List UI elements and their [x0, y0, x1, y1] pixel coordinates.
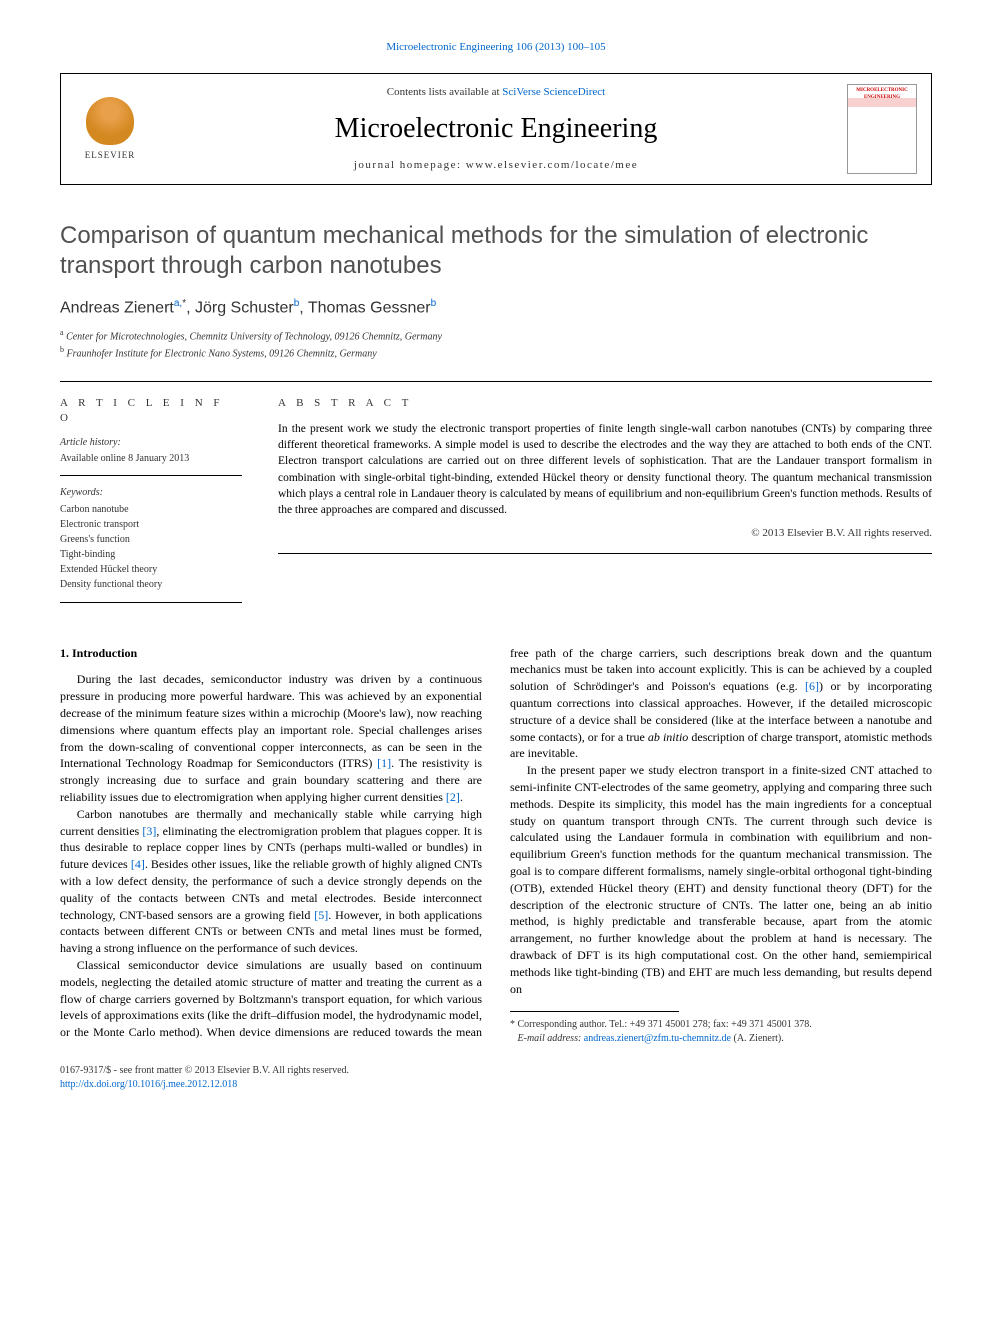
author-sep-2: ,: [299, 299, 308, 316]
article-info-column: A R T I C L E I N F O Article history: A…: [60, 382, 260, 616]
section-1-heading: 1. Introduction: [60, 645, 482, 662]
journal-header-box: ELSEVIER Contents lists available at Sci…: [60, 73, 932, 185]
elsevier-tree-icon: [86, 97, 134, 145]
corr-email-line: E-mail address: andreas.zienert@zfm.tu-c…: [510, 1032, 932, 1046]
ref-link-3[interactable]: [3]: [142, 824, 156, 838]
ref-link-5[interactable]: [5]: [314, 908, 328, 922]
body-para-1: During the last decades, semiconductor i…: [60, 671, 482, 805]
author-1-affil-mark[interactable]: a,: [174, 298, 182, 309]
keyword-1: Electronic transport: [60, 517, 242, 532]
author-1-name: Andreas Zienert: [60, 299, 174, 316]
body-two-column: 1. Introduction During the last decades,…: [60, 645, 932, 1047]
author-3-affil-mark[interactable]: b: [431, 298, 437, 309]
author-sep-1: ,: [186, 299, 195, 316]
keyword-2: Greens's function: [60, 532, 242, 547]
affiliation-a: a Center for Microtechnologies, Chemnitz…: [60, 327, 932, 344]
cover-thumb-title: MICROELECTRONIC ENGINEERING: [851, 88, 913, 102]
corr-email-link[interactable]: andreas.zienert@zfm.tu-chemnitz.de: [584, 1033, 731, 1044]
ref-link-6[interactable]: [6]: [805, 679, 819, 693]
p1c: .: [460, 790, 463, 804]
article-title: Comparison of quantum mechanical methods…: [60, 221, 932, 281]
elsevier-label: ELSEVIER: [85, 149, 136, 161]
abstract-body: In the present work we study the electro…: [278, 423, 932, 515]
contents-lists-line: Contents lists available at SciVerse Sci…: [145, 85, 847, 100]
authors-line: Andreas Zienerta,*, Jörg Schusterb, Thom…: [60, 297, 932, 319]
body-para-4: In the present paper we study electron t…: [510, 762, 932, 997]
issn-line: 0167-9317/$ - see front matter © 2013 El…: [60, 1064, 932, 1078]
affiliation-b-text: Fraunhofer Institute for Electronic Nano…: [67, 348, 377, 359]
author-3-name: Thomas Gessner: [308, 299, 431, 316]
keywords-list: Carbon nanotube Electronic transport Gre…: [60, 502, 242, 603]
journal-cover-thumb: MICROELECTRONIC ENGINEERING: [847, 84, 917, 174]
email-suffix: (A. Zienert).: [731, 1033, 784, 1044]
affiliations: a Center for Microtechnologies, Chemnitz…: [60, 327, 932, 362]
body-para-2: Carbon nanotubes are thermally and mecha…: [60, 806, 482, 957]
corresponding-author-footnote: * Corresponding author. Tel.: +49 371 45…: [510, 1018, 932, 1046]
footnote-separator: [510, 1011, 679, 1012]
ref-link-2[interactable]: [2]: [446, 790, 460, 804]
elsevier-logo: ELSEVIER: [75, 90, 145, 168]
article-info-heading: A R T I C L E I N F O: [60, 396, 242, 426]
ref-link-1[interactable]: [1]: [377, 756, 391, 770]
homepage-url[interactable]: www.elsevier.com/locate/mee: [466, 159, 638, 171]
abstract-column: A B S T R A C T In the present work we s…: [260, 382, 932, 616]
sciencedirect-link[interactable]: SciVerse ScienceDirect: [502, 86, 605, 98]
info-abstract-row: A R T I C L E I N F O Article history: A…: [60, 381, 932, 616]
abstract-heading: A B S T R A C T: [278, 396, 932, 411]
keywords-label: Keywords:: [60, 486, 242, 500]
contents-prefix: Contents lists available at: [387, 86, 502, 98]
journal-name: Microelectronic Engineering: [145, 110, 847, 148]
keyword-4: Extended Hückel theory: [60, 562, 242, 577]
journal-homepage: journal homepage: www.elsevier.com/locat…: [145, 158, 847, 173]
page-footer: 0167-9317/$ - see front matter © 2013 El…: [60, 1064, 932, 1092]
ref-link-4[interactable]: [4]: [131, 857, 145, 871]
author-2-name: Jörg Schuster: [195, 299, 294, 316]
affiliation-a-text: Center for Microtechnologies, Chemnitz U…: [66, 331, 442, 342]
header-center: Contents lists available at SciVerse Sci…: [145, 85, 847, 172]
keyword-0: Carbon nanotube: [60, 502, 242, 517]
article-history-text: Available online 8 January 2013: [60, 452, 242, 477]
keyword-5: Density functional theory: [60, 577, 242, 592]
abstract-copyright: © 2013 Elsevier B.V. All rights reserved…: [278, 526, 932, 541]
p3-em-abinitio: ab initio: [648, 730, 688, 744]
affiliation-b: b Fraunhofer Institute for Electronic Na…: [60, 344, 932, 361]
email-label: E-mail address:: [518, 1033, 584, 1044]
journal-reference: Microelectronic Engineering 106 (2013) 1…: [60, 40, 932, 55]
footnote-block: * Corresponding author. Tel.: +49 371 45…: [510, 1011, 932, 1046]
doi-link[interactable]: http://dx.doi.org/10.1016/j.mee.2012.12.…: [60, 1079, 237, 1090]
corr-author-line: * Corresponding author. Tel.: +49 371 45…: [510, 1018, 932, 1032]
keyword-3: Tight-binding: [60, 547, 242, 562]
homepage-prefix: journal homepage:: [354, 159, 466, 171]
abstract-text: In the present work we study the electro…: [278, 421, 932, 554]
article-history-label: Article history:: [60, 436, 242, 450]
